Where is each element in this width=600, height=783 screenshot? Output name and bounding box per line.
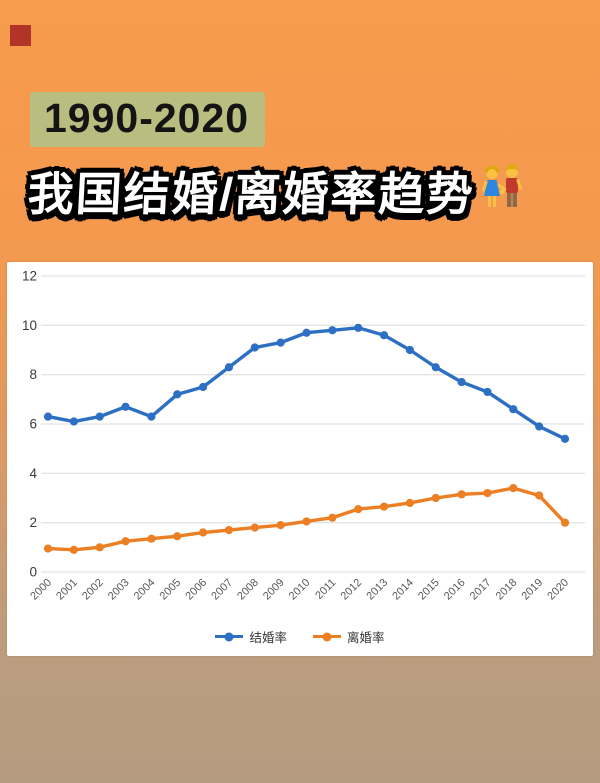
x-tick-label: 2016 [442,577,468,603]
data-point [121,537,130,546]
x-tick-label: 2011 [313,577,338,602]
data-point [405,345,414,355]
data-point [250,523,259,532]
chart-panel: 0 2 4 6 8 10 12 2000 2001 2002 2003 2004 2005 2006 200… [7,262,593,656]
red-square-mark [10,25,31,46]
y-tick-label: 10 [22,318,37,333]
legend-label: 结婚率 [249,631,287,645]
page-title: 我国结婚/离婚率趋势 [26,168,476,220]
x-axis-labels: 2000 2001 2002 2003 2004 2005 2006 2007 2008 2009… [28,577,571,603]
data-point [224,363,234,372]
x-tick-label: 2002 [80,577,106,603]
data-point [535,422,544,431]
y-tick-label: 4 [29,466,37,481]
data-point [379,502,389,511]
x-tick-label: 2000 [28,577,54,603]
y-tick-label: 0 [29,565,37,580]
data-point [199,528,208,537]
data-point [560,518,570,527]
data-point [173,390,182,399]
data-point [483,488,492,498]
data-point [379,331,389,340]
couple-emoji [479,162,525,221]
x-tick-label: 2015 [416,577,442,603]
y-tick-label: 6 [29,417,37,432]
data-point [95,543,104,552]
data-point [509,405,518,414]
x-tick-label: 2012 [339,577,365,603]
data-point [483,387,492,397]
legend-item-marriage-rate: 结婚率 [215,627,287,646]
x-tick-label: 2017 [468,577,494,603]
y-tick-label: 2 [29,515,37,530]
legend-label: 离婚率 [347,631,385,645]
x-tick-label: 2005 [158,577,184,603]
x-tick-label: 2003 [106,577,132,603]
x-tick-label: 2018 [494,577,520,603]
data-point [69,545,78,554]
x-tick-label: 2013 [364,577,390,603]
y-tick-label: 8 [29,367,37,382]
divorce-rate-series [43,484,570,554]
data-point [431,363,440,372]
data-point [302,517,311,526]
data-point [250,343,259,352]
x-tick-label: 2009 [261,577,287,603]
x-tick-label: 2008 [235,577,261,603]
x-tick-label: 2006 [183,577,209,603]
data-point [560,434,570,443]
x-tick-label: 2004 [132,577,158,603]
gridlines [41,275,585,573]
data-point [199,382,208,392]
period-badge: 1990-2020 [30,92,266,148]
data-point [328,513,337,522]
x-tick-label: 2007 [209,577,235,603]
x-tick-label: 2020 [545,577,571,603]
marriage-line-marker-icon [215,632,244,641]
marriage-rate-series [43,323,570,443]
y-tick-label: 12 [22,269,37,284]
x-tick-label: 2010 [287,577,313,603]
data-point [95,412,104,421]
data-point [276,338,285,347]
y-axis-labels: 0 2 4 6 8 10 12 [22,269,38,580]
x-tick-label: 2001 [54,577,80,603]
data-point [509,484,518,493]
data-point [328,326,337,335]
data-point [302,328,311,337]
data-point [457,377,466,387]
data-point [224,525,234,535]
data-point [354,323,363,332]
data-point [43,412,53,421]
legend-item-divorce-rate: 离婚率 [313,627,385,646]
data-point [43,544,53,553]
divorce-line-marker-icon [313,632,341,641]
data-point [69,417,78,426]
data-point [457,490,466,499]
data-point [354,505,363,514]
title-row: 我国结婚/离婚率趋势 [26,158,588,224]
chart-legend: 结婚率 离婚率 [7,627,593,646]
data-point [147,412,156,421]
data-point [405,498,414,508]
data-point [147,534,156,543]
data-point [276,521,285,530]
data-point [173,532,182,541]
data-point [535,491,544,500]
data-point [121,402,130,411]
x-tick-label: 2014 [390,577,416,603]
data-point [431,493,440,503]
x-tick-label: 2019 [519,577,545,603]
